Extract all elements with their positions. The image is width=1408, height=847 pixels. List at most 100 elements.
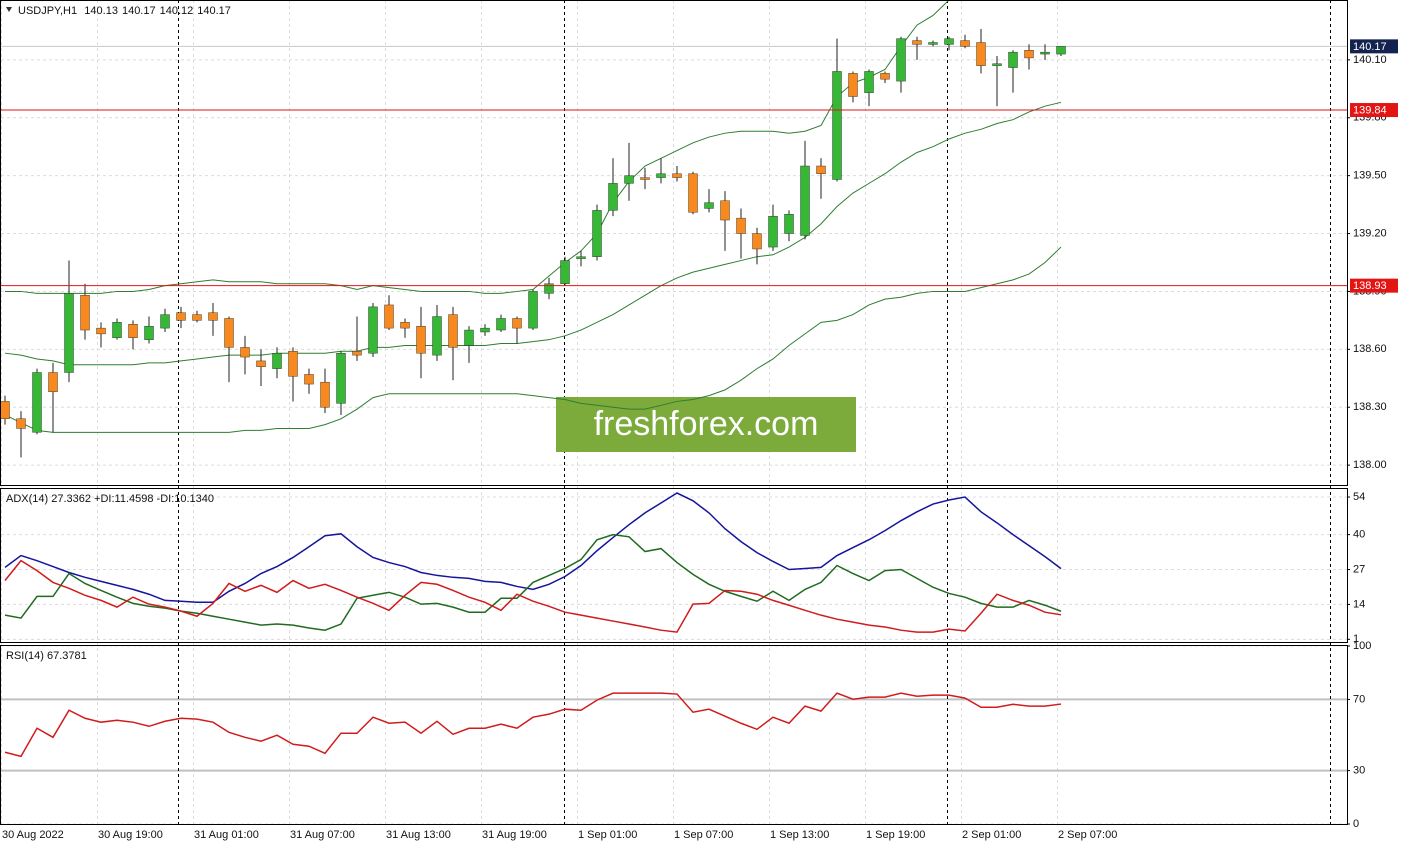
candle-body [304,374,314,385]
y-tick-label: 139.50 [1353,170,1387,182]
candle-body [176,312,186,321]
x-tick-label: 2 Sep 07:00 [1058,829,1117,841]
indicator-title: ADX(14) 27.3362 +DI:11.4598 -DI:10.1340 [6,493,214,505]
x-tick-label: 1 Sep 13:00 [770,829,829,841]
candle-body [656,173,666,178]
candle-body [496,318,506,331]
plot-layer [1,1,1347,758]
indicator-line [4,246,1062,433]
y-tick-label: 138.00 [1353,459,1387,471]
watermark: freshforex.com [556,397,856,452]
y-tick-label: 138.30 [1353,401,1387,413]
y-tick-label: 70 [1353,693,1365,705]
candle-body [416,325,426,354]
symbol-menu-arrow [6,7,12,12]
candle-body [48,372,58,392]
candle-body [976,42,986,66]
candle-body [80,295,90,331]
candle-body [384,304,394,329]
candle-body [784,214,794,234]
x-tick-label: 31 Aug 01:00 [194,829,259,841]
candle-body [800,165,810,236]
y-tick-label: 138.60 [1353,343,1387,355]
y-tick-label: 14 [1353,598,1365,610]
symbol-title: USDJPY,H1 [18,5,77,17]
candle-body [736,217,746,234]
y-tick-label: 30 [1353,765,1365,777]
candle-body [192,314,202,321]
chart-header: USDJPY,H1 140.13 140.17 140.12 140.17 [18,5,231,17]
candle-body [336,352,346,404]
candle-body [560,260,570,284]
last-price-label: 140.17 [1353,41,1387,53]
candle-body [1040,51,1050,55]
grid-layer [1,0,1350,825]
indicator-line [5,1,949,294]
indicator-line [4,692,1062,758]
price-level-label: 138.93 [1353,280,1387,292]
candle-body [848,73,858,97]
candle-body [112,322,122,338]
y-tick-label: 140.10 [1353,54,1387,66]
y-tick-label: 0 [1353,818,1359,830]
candle-body [960,40,970,47]
candle-body [912,40,922,45]
header-high: 140.17 [122,5,156,17]
indicator-line [4,492,1062,604]
candle-body [448,314,458,348]
candle-body [64,293,74,373]
x-tick-label: 2 Sep 01:00 [962,829,1021,841]
candle-body [768,215,778,248]
price-level-tag [1350,278,1398,293]
candle-body [592,210,602,257]
y-tick-label: 40 [1353,529,1365,541]
candle-body [464,329,474,346]
x-tick-label: 31 Aug 07:00 [290,829,355,841]
candle-body [512,318,522,329]
y-tick-label: 139.20 [1353,227,1387,239]
candle-body [640,177,650,180]
candle-body [288,351,298,377]
candle-body [1,401,10,420]
candle-body [1008,51,1018,68]
candle-body [752,233,762,250]
price-level-tag [1350,103,1398,118]
candle-body [704,202,714,209]
candle-body [368,306,378,354]
indicator-title: RSI(14) 67.3781 [6,650,87,662]
candle-body [864,71,874,93]
candle-body [528,291,538,329]
header-open: 140.13 [84,5,118,17]
x-tick-label: 1 Sep 01:00 [578,829,637,841]
y-tick-label: 54 [1353,491,1365,503]
candle-body [928,42,938,45]
text-layer: USDJPY,H1 140.13 140.17 140.12 140.17 140.10… [2,5,1398,841]
price-level-label: 139.84 [1353,104,1387,116]
candles [1,1,1066,458]
candle-body [272,352,282,369]
candle-body [816,165,826,174]
candle-body [256,360,266,367]
candle-body [208,312,218,321]
candle-body [432,316,442,356]
period-separators [178,0,1331,824]
main-panel-frame [0,0,1348,486]
x-tick-label: 30 Aug 2022 [2,829,64,841]
x-tick-label: 30 Aug 19:00 [98,829,163,841]
candle-body [240,347,250,358]
candle-body [992,63,1002,66]
candle-body [160,314,170,329]
candle-body [400,322,410,329]
candle-body [544,283,554,294]
panel-frames [0,0,1348,825]
candle-body [16,418,26,429]
candle-body [320,381,330,408]
x-tick-label: 31 Aug 13:00 [386,829,451,841]
header-low: 140.12 [160,5,194,17]
candle-body [880,73,890,80]
y-tick-label: 100 [1353,640,1371,652]
adx-panel-frame [0,488,1348,643]
candle-body [144,325,154,340]
candle-body [624,175,634,184]
